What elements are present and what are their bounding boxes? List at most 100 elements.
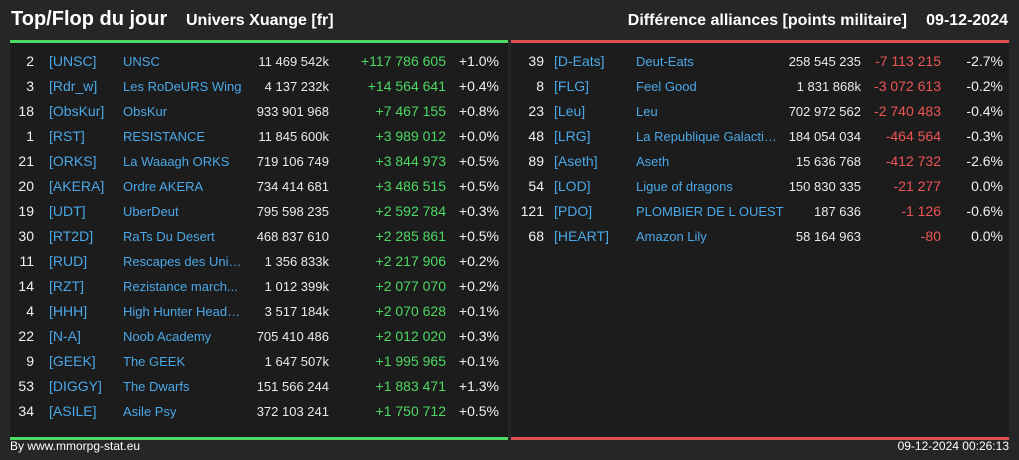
alliance-rank: 30: [18, 228, 34, 244]
alliance-row: 22 [N-A] Noob Academy 705 410 486 +2 012 020…: [10, 323, 508, 348]
alliance-points: 933 901 968: [256, 104, 329, 119]
points-difference: -412 732: [885, 153, 941, 169]
percent-change: 0.0%: [971, 228, 1003, 244]
alliance-tag-link[interactable]: [FLG]: [554, 78, 590, 94]
alliance-tag-link[interactable]: [AKERA]: [49, 178, 105, 194]
alliance-row: 18 [ObsKur] ObsKur 933 901 968 +7 467 155 +0.…: [10, 98, 508, 123]
alliance-points: 1 647 507k: [264, 354, 329, 369]
alliance-name-link[interactable]: ObsKur: [123, 104, 168, 119]
percent-change: -2.7%: [966, 53, 1003, 69]
top-gainers-panel: 2 [UNSC] UNSC 11 469 542k +117 786 605 +1.0% 3…: [10, 40, 508, 440]
alliance-tag-link[interactable]: [ASILE]: [49, 403, 97, 419]
alliance-rank: 18: [18, 103, 34, 119]
percent-change: +1.0%: [458, 53, 499, 69]
percent-change: +0.3%: [458, 203, 499, 219]
alliance-tag-link[interactable]: [ObsKur]: [49, 103, 105, 119]
alliance-points: 705 410 486: [256, 329, 329, 344]
alliance-points: 702 972 562: [788, 104, 861, 119]
alliance-name-link[interactable]: La Republique Galactique: [636, 129, 784, 144]
alliance-name-link[interactable]: Feel Good: [636, 79, 697, 94]
alliance-tag-link[interactable]: [Leu]: [554, 103, 586, 119]
alliance-rank: 9: [26, 353, 34, 369]
alliance-tag-link[interactable]: [RZT]: [49, 278, 84, 294]
percent-change: +0.2%: [458, 278, 499, 294]
alliance-rank: 14: [18, 278, 34, 294]
alliance-name-link[interactable]: High Hunter Headq...: [123, 304, 243, 319]
alliance-name-link[interactable]: Asile Psy: [123, 404, 177, 419]
alliance-tag-link[interactable]: [ORKS]: [49, 153, 97, 169]
alliance-name-link[interactable]: Aseth: [636, 154, 670, 169]
alliance-points: 1 831 868k: [796, 79, 861, 94]
alliance-row: 1 [RST] RESISTANCE 11 845 600k +3 989 012 +0.…: [10, 123, 508, 148]
alliance-name-link[interactable]: PLOMBIER DE L OUEST: [636, 204, 784, 219]
alliance-row: 53 [DIGGY] The Dwarfs 151 566 244 +1 883 471…: [10, 373, 508, 398]
points-difference: +2 077 070: [375, 278, 446, 294]
alliance-row: 121 [PDO] PLOMBIER DE L OUEST 187 636 -1 126…: [511, 198, 1009, 223]
alliance-name-link[interactable]: Amazon Lily: [636, 229, 707, 244]
alliance-points: 1 356 833k: [264, 254, 329, 269]
alliance-name-link[interactable]: Leu: [636, 104, 658, 119]
header: Top/Flop du jour Univers Xuange [fr] Dif…: [0, 0, 1019, 40]
points-difference: +1 750 712: [375, 403, 446, 419]
alliance-points: 734 414 681: [256, 179, 329, 194]
alliance-name-link[interactable]: RaTs Du Desert: [123, 229, 215, 244]
alliance-points: 11 469 542k: [258, 54, 329, 69]
page-title: Top/Flop du jour: [11, 8, 168, 30]
percent-change: +0.2%: [458, 253, 499, 269]
alliance-tag-link[interactable]: [UDT]: [49, 203, 86, 219]
alliance-tag-link[interactable]: [Aseth]: [554, 153, 598, 169]
alliance-name-link[interactable]: Rescapes des Univ...: [123, 254, 243, 269]
alliance-name-link[interactable]: RESISTANCE: [123, 129, 206, 144]
points-difference: +117 786 605: [361, 53, 446, 69]
percent-change: -0.6%: [966, 203, 1003, 219]
alliance-row: 23 [Leu] Leu 702 972 562 -2 740 483 -0.4%: [511, 98, 1009, 123]
alliance-tag-link[interactable]: [RST]: [49, 128, 85, 144]
percent-change: +0.0%: [458, 128, 499, 144]
alliance-tag-link[interactable]: [RT2D]: [49, 228, 94, 244]
points-difference: -7 113 215: [875, 53, 941, 69]
alliance-points: 372 103 241: [256, 404, 329, 419]
points-difference: +1 883 471: [375, 378, 446, 394]
alliance-row: 19 [UDT] UberDeut 795 598 235 +2 592 784 +0.3…: [10, 198, 508, 223]
alliance-tag-link[interactable]: [RUD]: [49, 253, 88, 269]
alliance-tag-link[interactable]: [D-Eats]: [554, 53, 605, 69]
alliance-tag-link[interactable]: [UNSC]: [49, 53, 97, 69]
alliance-name-link[interactable]: Noob Academy: [123, 329, 212, 344]
alliance-row: 48 [LRG] La Republique Galactique 184 054 0…: [511, 123, 1009, 148]
alliance-tag-link[interactable]: [GEEK]: [49, 353, 96, 369]
alliance-name-link[interactable]: Ligue of dragons: [636, 179, 733, 194]
alliance-rank: 3: [26, 78, 34, 94]
alliance-name-link[interactable]: UberDeut: [123, 204, 179, 219]
top-losers-panel: 39 [D-Eats] Deut-Eats 258 545 235 -7 113 215…: [511, 40, 1009, 440]
alliance-tag-link[interactable]: [LRG]: [554, 128, 591, 144]
alliance-points: 58 164 963: [795, 229, 861, 244]
alliance-name-link[interactable]: La Waaagh ORKS: [123, 154, 230, 169]
alliance-row: 9 [GEEK] The GEEK 1 647 507k +1 995 965 +0.1%: [10, 348, 508, 373]
alliance-tag-link[interactable]: [HHH]: [49, 303, 88, 319]
alliance-name-link[interactable]: UNSC: [123, 54, 160, 69]
alliance-rank: 53: [18, 378, 34, 394]
points-difference: -80: [920, 228, 941, 244]
alliance-name-link[interactable]: Les RoDeURS Wing: [123, 79, 242, 94]
alliance-rank: 89: [528, 153, 544, 169]
alliance-tag-link[interactable]: [LOD]: [554, 178, 591, 194]
percent-change: +0.4%: [458, 78, 499, 94]
percent-change: +0.3%: [458, 328, 499, 344]
alliance-row: 4 [HHH] High Hunter Headq... 3 517 184k +2 0…: [10, 298, 508, 323]
alliance-tag-link[interactable]: [HEART]: [554, 228, 609, 244]
alliance-row: 39 [D-Eats] Deut-Eats 258 545 235 -7 113 215…: [511, 48, 1009, 73]
alliance-rank: 68: [528, 228, 544, 244]
alliance-tag-link[interactable]: [Rdr_w]: [49, 78, 98, 94]
alliance-row: 11 [RUD] Rescapes des Univ... 1 356 833k +2 …: [10, 248, 508, 273]
points-difference: +3 844 973: [375, 153, 446, 169]
alliance-tag-link[interactable]: [DIGGY]: [49, 378, 102, 394]
alliance-name-link[interactable]: Rezistance march...: [123, 279, 238, 294]
alliance-points: 3 517 184k: [264, 304, 329, 319]
alliance-name-link[interactable]: Deut-Eats: [636, 54, 694, 69]
points-difference: +2 285 861: [375, 228, 446, 244]
alliance-tag-link[interactable]: [N-A]: [49, 328, 81, 344]
alliance-name-link[interactable]: The GEEK: [123, 354, 186, 369]
alliance-tag-link[interactable]: [PDO]: [554, 203, 593, 219]
alliance-name-link[interactable]: The Dwarfs: [123, 379, 190, 394]
alliance-name-link[interactable]: Ordre AKERA: [123, 179, 204, 194]
